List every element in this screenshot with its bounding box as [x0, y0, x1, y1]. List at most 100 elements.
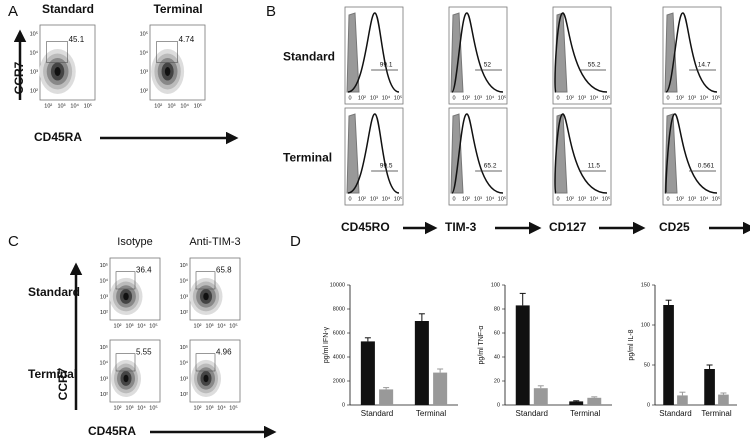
- row-label: Standard: [283, 50, 335, 64]
- tick-label: 10²: [44, 103, 52, 109]
- tick-label: 10⁵: [394, 195, 402, 202]
- x-tick-label: Standard: [361, 409, 393, 418]
- density-blob: [203, 374, 209, 383]
- tick-label: 10³: [206, 323, 214, 329]
- tick-label: 10⁵: [712, 195, 720, 202]
- tick-label: 10⁴: [590, 94, 599, 101]
- tick-label: 10³: [100, 376, 108, 382]
- gate-value: 4.74: [179, 35, 195, 44]
- tick-label: 10⁵: [149, 322, 157, 329]
- tick-label: 10³: [474, 95, 482, 101]
- bar: [718, 394, 729, 405]
- stain-histogram: [451, 113, 504, 194]
- tick-label: 10³: [688, 95, 696, 101]
- tick-label: 10⁵: [30, 30, 38, 37]
- tick-label: 10²: [676, 196, 684, 202]
- tick-label: 0: [452, 95, 455, 101]
- y-tick-label: 100: [491, 282, 500, 288]
- tick-label: 10³: [578, 196, 586, 202]
- isotype-histogram: [450, 12, 464, 93]
- tick-label: 10⁵: [180, 344, 188, 351]
- isotype-histogram: [450, 113, 464, 194]
- tick-label: 10⁵: [100, 262, 108, 269]
- tick-label: 10²: [180, 392, 188, 398]
- tick-label: 10⁴: [137, 322, 146, 329]
- column-header: Standard: [42, 2, 94, 16]
- tick-label: 10⁴: [382, 195, 391, 202]
- tick-label: 10⁴: [180, 278, 189, 285]
- row-label: Terminal: [283, 151, 332, 165]
- gate-value: 4.96: [216, 348, 232, 357]
- x-tick-label: Terminal: [701, 409, 731, 418]
- isotype-histogram: [346, 12, 360, 93]
- tick-label: 10³: [180, 376, 188, 382]
- bar: [414, 321, 429, 405]
- bar: [677, 395, 688, 405]
- axis-title: CCR7: [56, 367, 70, 400]
- tick-label: 10⁵: [498, 94, 506, 101]
- y-tick-label: 80: [494, 306, 500, 312]
- tick-label: 10²: [358, 196, 366, 202]
- x-tick-label: Standard: [516, 409, 548, 418]
- tick-label: 10³: [126, 323, 134, 329]
- tick-label: 10⁵: [602, 94, 610, 101]
- gate-value: 0.561: [698, 163, 715, 170]
- gate-value: 99.1: [380, 62, 393, 69]
- bar: [704, 369, 715, 405]
- tick-label: 10³: [688, 196, 696, 202]
- gate: [195, 353, 216, 372]
- x-tick-label: Terminal: [416, 409, 446, 418]
- y-tick-label: 150: [641, 282, 650, 288]
- column-header: Anti-TIM-3: [189, 236, 240, 248]
- panel-label: A: [8, 3, 18, 20]
- panel-label: C: [8, 233, 19, 250]
- tick-label: 10⁴: [70, 102, 79, 109]
- tick-label: 10⁴: [382, 94, 391, 101]
- marker-label: CD25: [659, 220, 690, 234]
- tick-label: 10²: [140, 88, 148, 94]
- tick-label: 10⁵: [180, 262, 188, 269]
- tick-label: 10²: [566, 95, 574, 101]
- y-tick-label: 0: [342, 402, 345, 408]
- axis-title: CD45RA: [88, 424, 136, 438]
- tick-label: 10³: [474, 196, 482, 202]
- y-tick-label: 40: [494, 354, 500, 360]
- bar: [569, 401, 584, 405]
- tick-label: 10⁴: [100, 360, 109, 367]
- y-tick-label: 0: [647, 402, 650, 408]
- tick-label: 10⁵: [149, 404, 157, 411]
- stain-histogram: [554, 113, 608, 194]
- tick-label: 10⁴: [700, 94, 709, 101]
- stain-histogram: [451, 12, 504, 93]
- tick-label: 10³: [180, 294, 188, 300]
- tick-label: 10⁴: [217, 404, 226, 411]
- y-tick-label: 10000: [330, 282, 345, 288]
- tick-label: 0: [666, 95, 669, 101]
- y-tick-label: 2000: [333, 378, 345, 384]
- tick-label: 10⁴: [30, 49, 39, 56]
- stain-histogram: [347, 113, 400, 194]
- tick-label: 10³: [167, 103, 175, 109]
- tick-label: 10²: [154, 103, 162, 109]
- stain-histogram: [665, 12, 718, 93]
- axis-title: CD45RA: [34, 130, 82, 144]
- tick-label: 10³: [370, 95, 378, 101]
- gate: [195, 271, 216, 290]
- tick-label: 0: [666, 196, 669, 202]
- y-tick-label: 6000: [333, 330, 345, 336]
- tick-label: 10³: [100, 294, 108, 300]
- gate-value: 11.5: [588, 163, 601, 170]
- stain-histogram: [665, 113, 718, 194]
- isotype-histogram: [346, 113, 360, 194]
- tick-label: 10⁴: [217, 322, 226, 329]
- bar: [663, 305, 674, 405]
- column-header: Terminal: [153, 2, 202, 16]
- gate-value: 52: [484, 62, 492, 69]
- gate: [115, 271, 136, 290]
- tick-label: 10⁵: [602, 195, 610, 202]
- y-tick-label: 60: [494, 330, 500, 336]
- tick-label: 10⁵: [100, 344, 108, 351]
- y-axis-title: pg/ml TNF-α: [478, 326, 485, 365]
- tick-label: 10⁴: [486, 94, 495, 101]
